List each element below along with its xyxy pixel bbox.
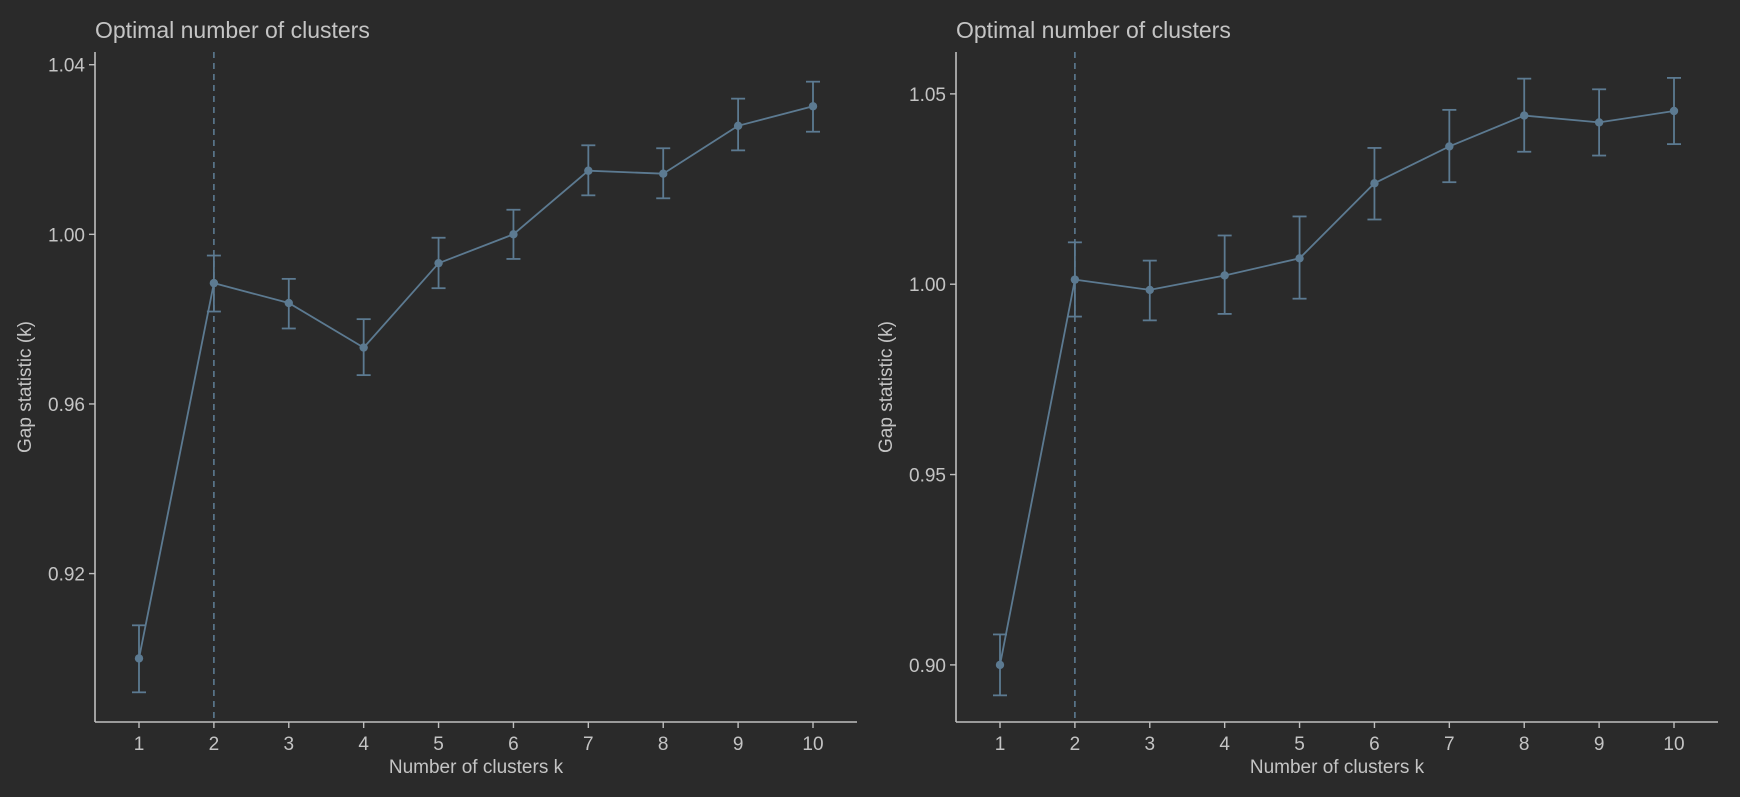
x-tick-label: 3 — [283, 734, 294, 755]
axes — [94, 52, 857, 723]
data-point — [509, 230, 518, 239]
y-tick-label: 0.96 — [48, 395, 85, 416]
data-point — [284, 298, 293, 308]
chart-title: Optimal number of clusters — [95, 17, 370, 43]
x-tick-label: 10 — [1663, 734, 1684, 755]
data-point — [995, 660, 1005, 670]
data-point — [209, 278, 219, 288]
x-axis-label: Number of clusters k — [1250, 757, 1425, 778]
data-point — [659, 169, 668, 178]
x-axis-label: Number of clusters k — [389, 757, 564, 778]
x-tick-label: 1 — [134, 734, 145, 755]
plot-marks — [993, 52, 1681, 722]
data-point — [1669, 106, 1679, 116]
y-tick-label: 0.92 — [48, 565, 85, 586]
x-axis-ticks: 1 2 3 4 5 6 7 8 9 10 — [134, 722, 824, 755]
data-point — [808, 102, 818, 111]
gap-statistic-chart-right: Optimal number of clusters Number of clu… — [876, 17, 1718, 778]
y-tick-label: 1.04 — [48, 56, 85, 77]
x-tick-label: 8 — [658, 734, 669, 755]
x-tick-label: 1 — [995, 734, 1006, 755]
data-point — [1445, 142, 1454, 151]
gap-statistic-chart-left: Optimal number of clusters Number of clu… — [15, 17, 857, 778]
plot-marks — [132, 52, 820, 722]
x-tick-label: 2 — [209, 734, 220, 755]
data-point — [584, 166, 593, 175]
x-tick-label: 10 — [802, 734, 823, 755]
y-tick-label: 0.95 — [909, 466, 946, 487]
y-axis-ticks: 0.90 0.95 1.00 1.05 — [909, 85, 956, 677]
x-tick-label: 7 — [1444, 734, 1455, 755]
x-tick-label: 5 — [1294, 734, 1305, 755]
x-tick-label: 3 — [1144, 734, 1155, 755]
y-tick-label: 1.00 — [909, 275, 946, 296]
data-point — [1145, 285, 1154, 295]
x-tick-label: 6 — [508, 734, 519, 755]
data-point — [733, 121, 743, 130]
data-point — [1220, 271, 1229, 280]
y-axis-ticks: 0.92 0.96 1.00 1.04 — [48, 56, 95, 586]
data-point — [359, 343, 368, 352]
data-point — [134, 654, 144, 663]
data-point — [1520, 111, 1529, 120]
chart-title: Optimal number of clusters — [956, 17, 1231, 43]
x-axis-ticks: 1 2 3 4 5 6 7 8 9 10 — [995, 722, 1685, 755]
x-tick-label: 4 — [1219, 734, 1230, 755]
y-tick-label: 1.00 — [48, 225, 85, 246]
data-point — [1070, 275, 1080, 284]
x-tick-label: 2 — [1070, 734, 1081, 755]
y-axis-label: Gap statistic (k) — [15, 321, 36, 453]
x-tick-label: 8 — [1519, 734, 1530, 755]
x-tick-label: 9 — [733, 734, 744, 755]
axes — [955, 52, 1718, 723]
x-tick-label: 9 — [1594, 734, 1605, 755]
data-point — [434, 258, 443, 268]
x-tick-label: 5 — [433, 734, 444, 755]
y-tick-label: 1.05 — [909, 85, 946, 106]
series-line — [138, 105, 814, 659]
x-tick-label: 4 — [358, 734, 369, 755]
data-point — [1594, 118, 1604, 127]
x-tick-label: 6 — [1369, 734, 1380, 755]
y-tick-label: 0.90 — [909, 656, 946, 677]
data-point — [1295, 254, 1304, 263]
x-tick-label: 7 — [583, 734, 594, 755]
series-line — [999, 110, 1675, 666]
y-axis-label: Gap statistic (k) — [876, 321, 897, 453]
data-point — [1370, 179, 1379, 188]
